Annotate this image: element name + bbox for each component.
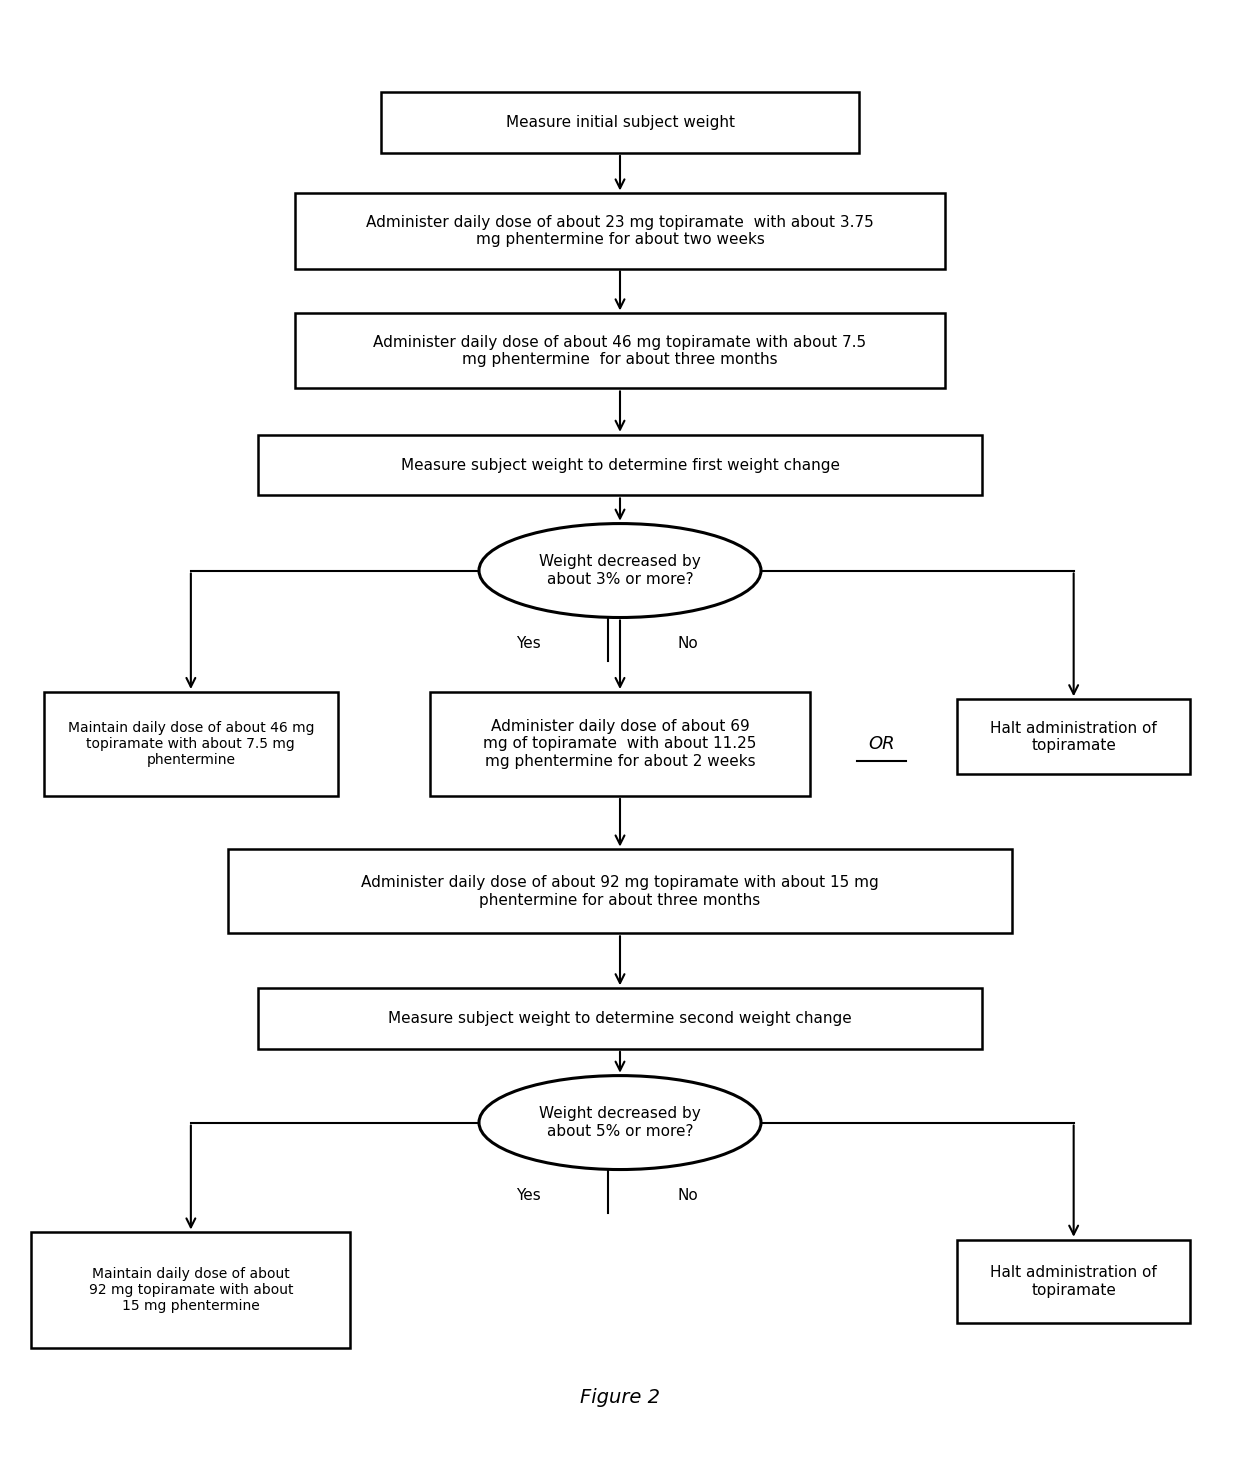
Text: Halt administration of
topiramate: Halt administration of topiramate: [991, 721, 1157, 753]
FancyBboxPatch shape: [957, 1240, 1190, 1323]
Text: Weight decreased by
about 3% or more?: Weight decreased by about 3% or more?: [539, 554, 701, 587]
Text: Administer daily dose of about 46 mg topiramate with about 7.5
mg phentermine  f: Administer daily dose of about 46 mg top…: [373, 334, 867, 368]
Ellipse shape: [479, 1075, 761, 1170]
Text: Halt administration of
topiramate: Halt administration of topiramate: [991, 1265, 1157, 1297]
FancyBboxPatch shape: [31, 1233, 350, 1348]
FancyBboxPatch shape: [258, 435, 982, 496]
Text: Measure subject weight to determine second weight change: Measure subject weight to determine seco…: [388, 1011, 852, 1026]
Text: Maintain daily dose of about
92 mg topiramate with about
15 mg phentermine: Maintain daily dose of about 92 mg topir…: [88, 1266, 293, 1313]
FancyBboxPatch shape: [295, 314, 945, 388]
Text: No: No: [677, 1188, 698, 1204]
FancyBboxPatch shape: [43, 692, 339, 797]
Text: No: No: [677, 636, 698, 651]
Text: Yes: Yes: [516, 636, 541, 651]
FancyBboxPatch shape: [381, 92, 859, 153]
Text: OR: OR: [868, 735, 894, 753]
Text: Measure initial subject weight: Measure initial subject weight: [506, 115, 734, 130]
FancyBboxPatch shape: [295, 194, 945, 268]
Text: Weight decreased by
about 5% or more?: Weight decreased by about 5% or more?: [539, 1106, 701, 1139]
Text: Administer daily dose of about 92 mg topiramate with about 15 mg
phentermine for: Administer daily dose of about 92 mg top…: [361, 875, 879, 907]
FancyBboxPatch shape: [228, 849, 1012, 934]
Text: Figure 2: Figure 2: [580, 1388, 660, 1406]
Text: Measure subject weight to determine first weight change: Measure subject weight to determine firs…: [401, 458, 839, 473]
Ellipse shape: [479, 524, 761, 617]
FancyBboxPatch shape: [258, 988, 982, 1049]
FancyBboxPatch shape: [957, 699, 1190, 775]
Text: Yes: Yes: [516, 1188, 541, 1204]
Text: Administer daily dose of about 69
mg of topiramate  with about 11.25
mg phenterm: Administer daily dose of about 69 mg of …: [484, 719, 756, 769]
FancyBboxPatch shape: [430, 692, 810, 797]
Text: Maintain daily dose of about 46 mg
topiramate with about 7.5 mg
phentermine: Maintain daily dose of about 46 mg topir…: [68, 721, 314, 767]
Text: Administer daily dose of about 23 mg topiramate  with about 3.75
mg phentermine : Administer daily dose of about 23 mg top…: [366, 214, 874, 247]
